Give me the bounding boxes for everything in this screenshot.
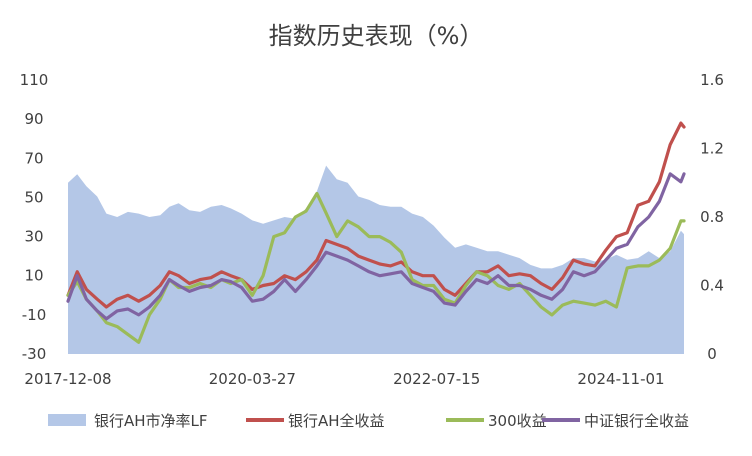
x-tick-label: 2017-12-08 (24, 370, 111, 388)
y-left-tick-label: 30 (24, 228, 43, 246)
x-tick-label: 2022-07-15 (393, 370, 480, 388)
y-axis-right: 0 0.4 0.8 1.2 1.6 (700, 71, 724, 363)
y-right-tick-label: 1.2 (700, 140, 724, 158)
x-axis: 2017-12-08 2020-03-27 2022-07-15 2024-11-01 (24, 370, 664, 388)
y-axis-left: -30 -10 10 30 50 70 90 110 (20, 71, 49, 363)
legend-label: 银行AH全收益 (288, 412, 385, 430)
y-left-tick-label: -10 (22, 306, 47, 324)
y-left-tick-label: 110 (20, 71, 49, 89)
y-left-tick-label: 70 (24, 149, 43, 167)
y-left-tick-label: 50 (24, 188, 43, 206)
legend-label: 银行AH市净率LF (94, 412, 208, 430)
y-left-tick-label: -30 (22, 345, 47, 363)
y-right-tick-label: 0.8 (700, 208, 724, 226)
x-tick-label: 2024-11-01 (577, 370, 664, 388)
series-line-1 (66, 121, 686, 309)
y-right-tick-label: 1.6 (700, 71, 724, 89)
legend-swatch-area (48, 414, 86, 426)
line-layer (66, 121, 686, 344)
x-tick-label: 2020-03-27 (209, 370, 296, 388)
legend-label: 中证银行全收益 (584, 412, 689, 430)
series-area-0 (68, 165, 684, 354)
y-right-tick-label: 0 (707, 345, 717, 363)
y-right-tick-label: 0.4 (700, 277, 724, 295)
y-left-tick-label: 10 (24, 267, 43, 285)
chart-title: 指数历史表现（%） (269, 22, 484, 50)
legend-label: 300收益 (488, 412, 547, 430)
series-line-3 (66, 172, 686, 321)
y-left-tick-label: 90 (24, 110, 43, 128)
area-layer (68, 165, 684, 354)
legend: 银行AH市净率LF 银行AH全收益 300收益 中证银行全收益 (48, 412, 689, 430)
